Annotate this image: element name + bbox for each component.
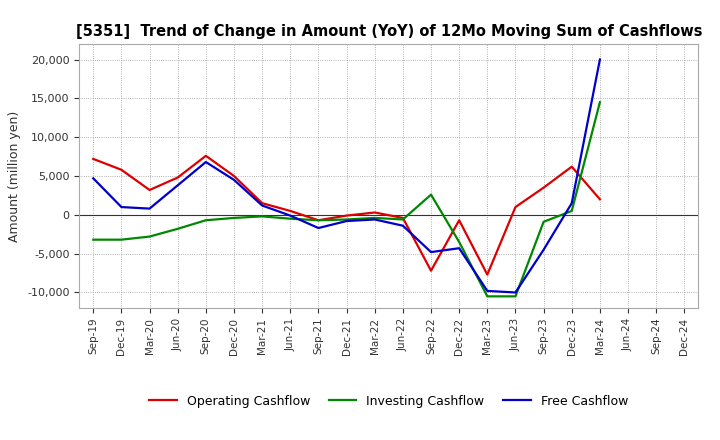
Operating Cashflow — [567, 164, 576, 169]
Investing Cashflow — [399, 217, 408, 222]
Operating Cashflow — [399, 215, 408, 220]
Free Cashflow — [455, 246, 464, 251]
Free Cashflow — [539, 247, 548, 253]
Operating Cashflow — [370, 210, 379, 215]
Investing Cashflow — [174, 226, 182, 231]
Operating Cashflow — [258, 201, 266, 206]
Investing Cashflow — [539, 219, 548, 224]
Investing Cashflow — [89, 237, 98, 242]
Free Cashflow — [342, 218, 351, 224]
Free Cashflow — [595, 57, 604, 62]
Operating Cashflow — [427, 268, 436, 273]
Investing Cashflow — [595, 99, 604, 105]
Operating Cashflow — [595, 197, 604, 202]
Investing Cashflow — [455, 239, 464, 245]
Title: [5351]  Trend of Change in Amount (YoY) of 12Mo Moving Sum of Cashflows: [5351] Trend of Change in Amount (YoY) o… — [76, 24, 702, 39]
Investing Cashflow — [342, 217, 351, 222]
Operating Cashflow — [145, 187, 154, 193]
Operating Cashflow — [174, 175, 182, 180]
Operating Cashflow — [202, 153, 210, 158]
Legend: Operating Cashflow, Investing Cashflow, Free Cashflow: Operating Cashflow, Investing Cashflow, … — [145, 390, 633, 413]
Operating Cashflow — [539, 185, 548, 190]
Free Cashflow — [286, 213, 294, 218]
Investing Cashflow — [370, 215, 379, 220]
Free Cashflow — [89, 176, 98, 181]
Investing Cashflow — [145, 234, 154, 239]
Free Cashflow — [427, 249, 436, 255]
Investing Cashflow — [230, 215, 238, 220]
Operating Cashflow — [117, 167, 126, 172]
Free Cashflow — [483, 288, 492, 293]
Free Cashflow — [567, 201, 576, 206]
Investing Cashflow — [567, 208, 576, 213]
Free Cashflow — [399, 223, 408, 228]
Line: Investing Cashflow: Investing Cashflow — [94, 102, 600, 297]
Investing Cashflow — [483, 294, 492, 299]
Operating Cashflow — [483, 272, 492, 277]
Operating Cashflow — [89, 156, 98, 161]
Y-axis label: Amount (million yen): Amount (million yen) — [9, 110, 22, 242]
Line: Free Cashflow: Free Cashflow — [94, 59, 600, 293]
Operating Cashflow — [511, 205, 520, 210]
Free Cashflow — [230, 177, 238, 183]
Free Cashflow — [202, 159, 210, 165]
Free Cashflow — [370, 217, 379, 222]
Investing Cashflow — [202, 218, 210, 223]
Operating Cashflow — [314, 218, 323, 223]
Investing Cashflow — [314, 218, 323, 223]
Investing Cashflow — [511, 294, 520, 299]
Free Cashflow — [117, 205, 126, 210]
Operating Cashflow — [230, 173, 238, 179]
Investing Cashflow — [427, 192, 436, 197]
Operating Cashflow — [455, 218, 464, 223]
Free Cashflow — [258, 203, 266, 208]
Free Cashflow — [511, 290, 520, 295]
Investing Cashflow — [258, 214, 266, 219]
Operating Cashflow — [286, 208, 294, 213]
Investing Cashflow — [117, 237, 126, 242]
Free Cashflow — [145, 206, 154, 211]
Line: Operating Cashflow: Operating Cashflow — [94, 156, 600, 275]
Free Cashflow — [314, 225, 323, 231]
Investing Cashflow — [286, 216, 294, 221]
Free Cashflow — [174, 183, 182, 188]
Operating Cashflow — [342, 213, 351, 218]
